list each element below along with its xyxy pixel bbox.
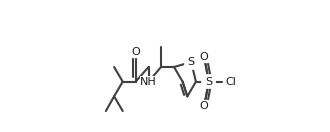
Text: Cl: Cl: [225, 77, 236, 87]
Text: Cl: Cl: [225, 77, 236, 87]
Text: S: S: [188, 57, 195, 67]
Text: O: O: [200, 52, 209, 62]
Text: S: S: [205, 77, 213, 87]
Text: O: O: [131, 47, 140, 57]
Text: NH: NH: [140, 77, 157, 87]
Text: S: S: [188, 57, 195, 67]
Text: O: O: [200, 52, 209, 62]
Text: O: O: [200, 101, 209, 111]
Text: O: O: [131, 47, 140, 57]
Text: NH: NH: [140, 77, 157, 87]
Text: O: O: [200, 101, 209, 111]
Text: S: S: [205, 77, 213, 87]
